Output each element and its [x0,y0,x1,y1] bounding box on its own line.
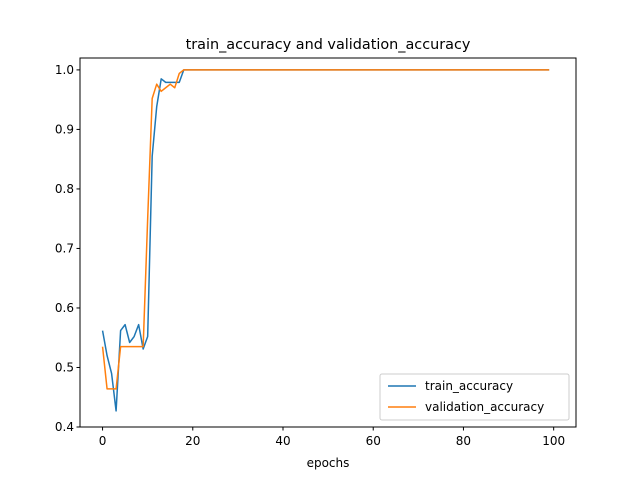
legend: train_accuracy validation_accuracy [379,373,570,421]
y-tick-label: 0.5 [55,360,74,374]
y-tick-label: 1.0 [55,63,74,77]
x-tick-label: 0 [99,434,107,448]
legend-label-train-accuracy: train_accuracy [425,379,513,393]
legend-label-validation-accuracy: validation_accuracy [425,400,544,414]
x-tick-label: 100 [542,434,565,448]
x-axis: 0 20 40 60 80 100 [99,427,565,448]
legend-box [379,373,570,421]
y-tick-label: 0.9 [55,122,74,136]
plot-area [79,57,577,428]
y-axis: 0.4 0.5 0.6 0.7 0.8 0.9 1.0 [55,63,80,434]
x-tick-label: 20 [185,434,200,448]
x-tick-label: 80 [456,434,471,448]
chart-title: train_accuracy and validation_accuracy [186,37,471,53]
y-tick-label: 0.4 [55,420,74,434]
y-tick-label: 0.8 [55,182,74,196]
y-tick-label: 0.6 [55,301,74,315]
x-axis-label: epochs [307,456,350,470]
plot-border [79,57,577,428]
y-tick-label: 0.7 [55,241,74,255]
series-line-train-accuracy [101,69,550,412]
series-line-validation-accuracy [101,69,550,390]
series-layer [101,69,550,412]
x-tick-label: 60 [366,434,381,448]
x-tick-label: 40 [275,434,290,448]
